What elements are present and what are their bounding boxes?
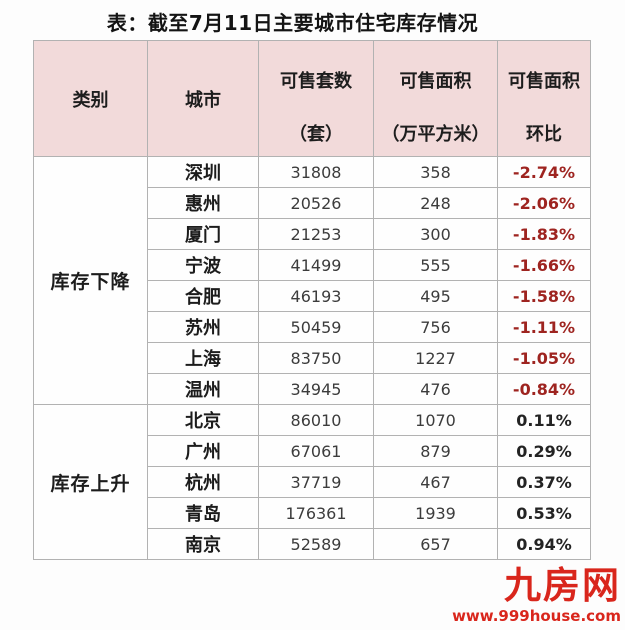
- units-cell: 176361: [258, 497, 374, 529]
- change-cell: -0.84%: [497, 373, 591, 405]
- area-cell: 879: [373, 435, 498, 467]
- watermark-url: www.999house.com: [452, 607, 621, 625]
- table-row: 广州 67061 879 0.29%: [34, 435, 591, 467]
- col-header-units-line1: 可售套数: [280, 71, 352, 92]
- change-cell: -1.66%: [497, 249, 591, 281]
- city-cell: 上海: [147, 342, 259, 374]
- units-cell: 37719: [258, 466, 374, 498]
- units-cell: 46193: [258, 280, 374, 312]
- area-cell: 495: [373, 280, 498, 312]
- city-cell: 广州: [147, 435, 259, 467]
- change-cell: -1.11%: [497, 311, 591, 343]
- change-cell: 0.53%: [497, 497, 591, 529]
- col-header-area: 可售面积 （万平方米）: [373, 40, 498, 157]
- table-title: 表：截至7月11日主要城市住宅库存情况: [106, 11, 479, 35]
- units-cell: 50459: [258, 311, 374, 343]
- table-row: 合肥 46193 495 -1.58%: [34, 280, 591, 312]
- area-cell: 300: [373, 218, 498, 250]
- units-cell: 21253: [258, 218, 374, 250]
- col-header-area-line2: （万平方米）: [381, 124, 490, 145]
- col-header-category: 类别: [33, 40, 148, 157]
- col-header-units: 可售套数 （套）: [258, 40, 374, 157]
- units-cell: 20526: [258, 187, 374, 219]
- area-cell: 1939: [373, 497, 498, 529]
- area-cell: 657: [373, 528, 498, 560]
- area-cell: 756: [373, 311, 498, 343]
- col-header-change-line1: 可售面积: [508, 71, 580, 92]
- col-header-change: 可售面积 环比: [497, 40, 591, 157]
- category-cell: 库存下降: [33, 156, 148, 405]
- col-header-city: 城市: [147, 40, 259, 157]
- area-cell: 1070: [373, 404, 498, 436]
- change-cell: 0.11%: [497, 404, 591, 436]
- units-cell: 67061: [258, 435, 374, 467]
- units-cell: 34945: [258, 373, 374, 405]
- change-cell: 0.94%: [497, 528, 591, 560]
- table-row: 上海 83750 1227 -1.05%: [34, 342, 591, 374]
- city-cell: 惠州: [147, 187, 259, 219]
- header-row: 类别 城市 可售套数 （套） 可售面积 （万平方米）: [33, 40, 591, 157]
- city-cell: 深圳: [147, 156, 259, 188]
- units-cell: 83750: [258, 342, 374, 374]
- area-cell: 555: [373, 249, 498, 281]
- change-cell: -1.58%: [497, 280, 591, 312]
- city-cell: 温州: [147, 373, 259, 405]
- change-cell: -2.74%: [497, 156, 591, 188]
- table-row: 青岛 176361 1939 0.53%: [34, 497, 591, 529]
- col-header-area-line1: 可售面积: [399, 71, 472, 92]
- city-cell: 合肥: [147, 280, 259, 312]
- table-row: 苏州 50459 756 -1.11%: [34, 311, 591, 343]
- change-cell: -2.06%: [497, 187, 591, 219]
- category-cell: 库存上升: [33, 404, 148, 560]
- area-cell: 358: [373, 156, 498, 188]
- area-cell: 467: [373, 466, 498, 498]
- table-row: 南京 52589 657 0.94%: [34, 528, 591, 560]
- city-cell: 宁波: [147, 249, 259, 281]
- units-cell: 52589: [258, 528, 374, 560]
- inventory-table: 类别 城市 可售套数 （套） 可售面积 （万平方米）: [33, 40, 591, 560]
- units-cell: 31808: [258, 156, 374, 188]
- city-cell: 厦门: [147, 218, 259, 250]
- table-row: 杭州 37719 467 0.37%: [34, 466, 591, 498]
- col-header-city-label: 城市: [185, 89, 221, 111]
- city-cell: 青岛: [147, 497, 259, 529]
- table-row: 惠州 20526 248 -2.06%: [34, 187, 591, 219]
- city-cell: 北京: [147, 404, 259, 436]
- city-cell: 苏州: [147, 311, 259, 343]
- units-cell: 41499: [258, 249, 374, 281]
- units-cell: 86010: [258, 404, 374, 436]
- change-cell: 0.29%: [497, 435, 591, 467]
- area-cell: 1227: [373, 342, 498, 374]
- table-row: 温州 34945 476 -0.84%: [34, 373, 591, 405]
- change-cell: -1.83%: [497, 218, 591, 250]
- city-cell: 杭州: [147, 466, 259, 498]
- table-row: 库存下降 深圳 31808 358 -2.74%: [33, 156, 591, 405]
- area-cell: 248: [373, 187, 498, 219]
- table-row: 宁波 41499 555 -1.66%: [34, 249, 591, 281]
- table-row: 库存上升 北京 86010 1070 0.11%: [33, 404, 591, 560]
- change-cell: 0.37%: [497, 466, 591, 498]
- watermark: 九房网 www.999house.com: [452, 564, 621, 625]
- city-cell: 南京: [147, 528, 259, 560]
- table-row: 厦门 21253 300 -1.83%: [34, 218, 591, 250]
- change-cell: -1.05%: [497, 342, 591, 374]
- col-header-category-label: 类别: [72, 89, 109, 111]
- jiufangwang-logo: 九房网: [504, 564, 621, 608]
- col-header-change-line2: 环比: [526, 124, 562, 145]
- col-header-units-line2: （套）: [289, 124, 343, 145]
- area-cell: 476: [373, 373, 498, 405]
